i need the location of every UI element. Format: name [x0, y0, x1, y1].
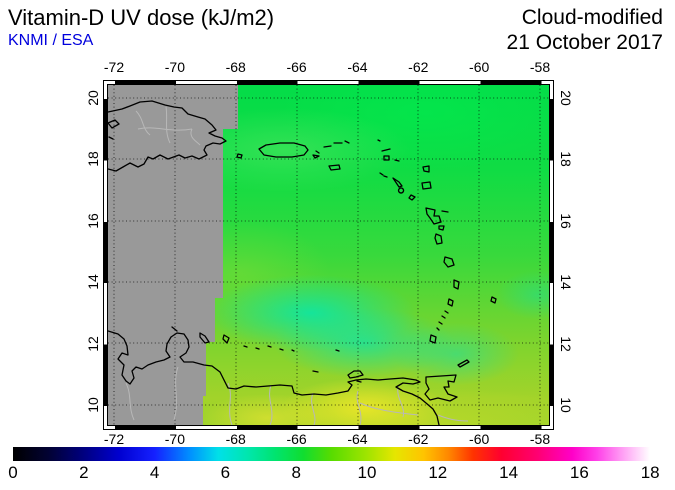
frame-bar-top: [104, 81, 553, 85]
date-label: 21 October 2017: [506, 31, 663, 54]
colorbar-tick-label: 18: [640, 463, 660, 482]
graticule: [108, 85, 549, 425]
frame-bar-left: [104, 81, 108, 429]
puerto-rico-coast: [258, 142, 309, 158]
lat-tick-left: 12: [85, 335, 101, 352]
lesser-antilles-north: [377, 139, 432, 201]
colorbar-tick-label: 12: [428, 463, 448, 482]
lat-tick-right: 12: [558, 335, 574, 352]
coastlines: [108, 100, 497, 425]
hispaniola-coast: [108, 100, 227, 172]
map-canvas: [107, 84, 550, 426]
lon-tick-bottom: -58: [529, 431, 551, 447]
page-title: Vitamin-D UV dose (kJ/m2): [8, 5, 275, 30]
colorbar-tick-label: 6: [220, 463, 231, 482]
colorbar: [13, 447, 650, 461]
lon-tick-bottom: -64: [347, 431, 368, 447]
trinidad-coast: [424, 374, 458, 402]
colorbar-tick-label: 4: [149, 463, 160, 482]
lon-tick-bottom: -72: [103, 431, 125, 447]
lon-tick-top: -62: [408, 59, 429, 75]
lesser-antilles-south: [425, 207, 460, 344]
lon-tick-bottom: -70: [164, 431, 185, 447]
lon-tick-top: -72: [103, 59, 125, 75]
header-right: Cloud-modified 21 October 2017: [507, 5, 663, 55]
colorbar-tick-label: 10: [357, 463, 377, 482]
lat-tick-right: 20: [558, 90, 574, 106]
lon-tick-top: -66: [286, 59, 307, 75]
lat-tick-right: 14: [558, 274, 574, 290]
colorbar-tick-label: 8: [291, 463, 301, 482]
lat-tick-left: 20: [85, 90, 101, 106]
colorbar-tick-label: 0: [8, 463, 18, 482]
colorbar-tick-label: 14: [499, 463, 519, 482]
lon-tick-bottom: -60: [469, 431, 490, 447]
lon-tick-top: -68: [225, 59, 246, 75]
lat-tick-right: 18: [558, 151, 574, 168]
lon-tick-top: -70: [164, 59, 185, 75]
lat-tick-left: 16: [85, 213, 101, 229]
lat-tick-left: 10: [85, 397, 101, 413]
colorbar-tick-label: 2: [79, 463, 89, 482]
source-credit: KNMI / ESA: [8, 32, 94, 49]
lon-tick-top: -64: [347, 59, 368, 75]
colorbar-tick-label: 16: [569, 463, 589, 482]
frame-bar-right: [549, 81, 553, 429]
frame-bar-bottom: [104, 425, 553, 429]
country-borders: [125, 106, 469, 425]
lat-tick-left: 18: [85, 151, 101, 168]
lon-tick-bottom: -66: [286, 431, 307, 447]
lat-tick-right: 10: [558, 397, 574, 413]
mode-label: Cloud-modified: [521, 6, 663, 29]
map-frame: [103, 80, 554, 430]
mainland-coast: [108, 330, 440, 425]
map-overlay: [108, 85, 549, 425]
lon-tick-top: -60: [469, 59, 490, 75]
lon-tick-bottom: -68: [225, 431, 246, 447]
nodata-region: [108, 85, 238, 425]
lat-tick-left: 14: [85, 274, 101, 290]
lat-tick-right: 16: [558, 213, 574, 229]
lon-tick-top: -58: [529, 59, 551, 75]
lon-tick-bottom: -62: [408, 431, 429, 447]
